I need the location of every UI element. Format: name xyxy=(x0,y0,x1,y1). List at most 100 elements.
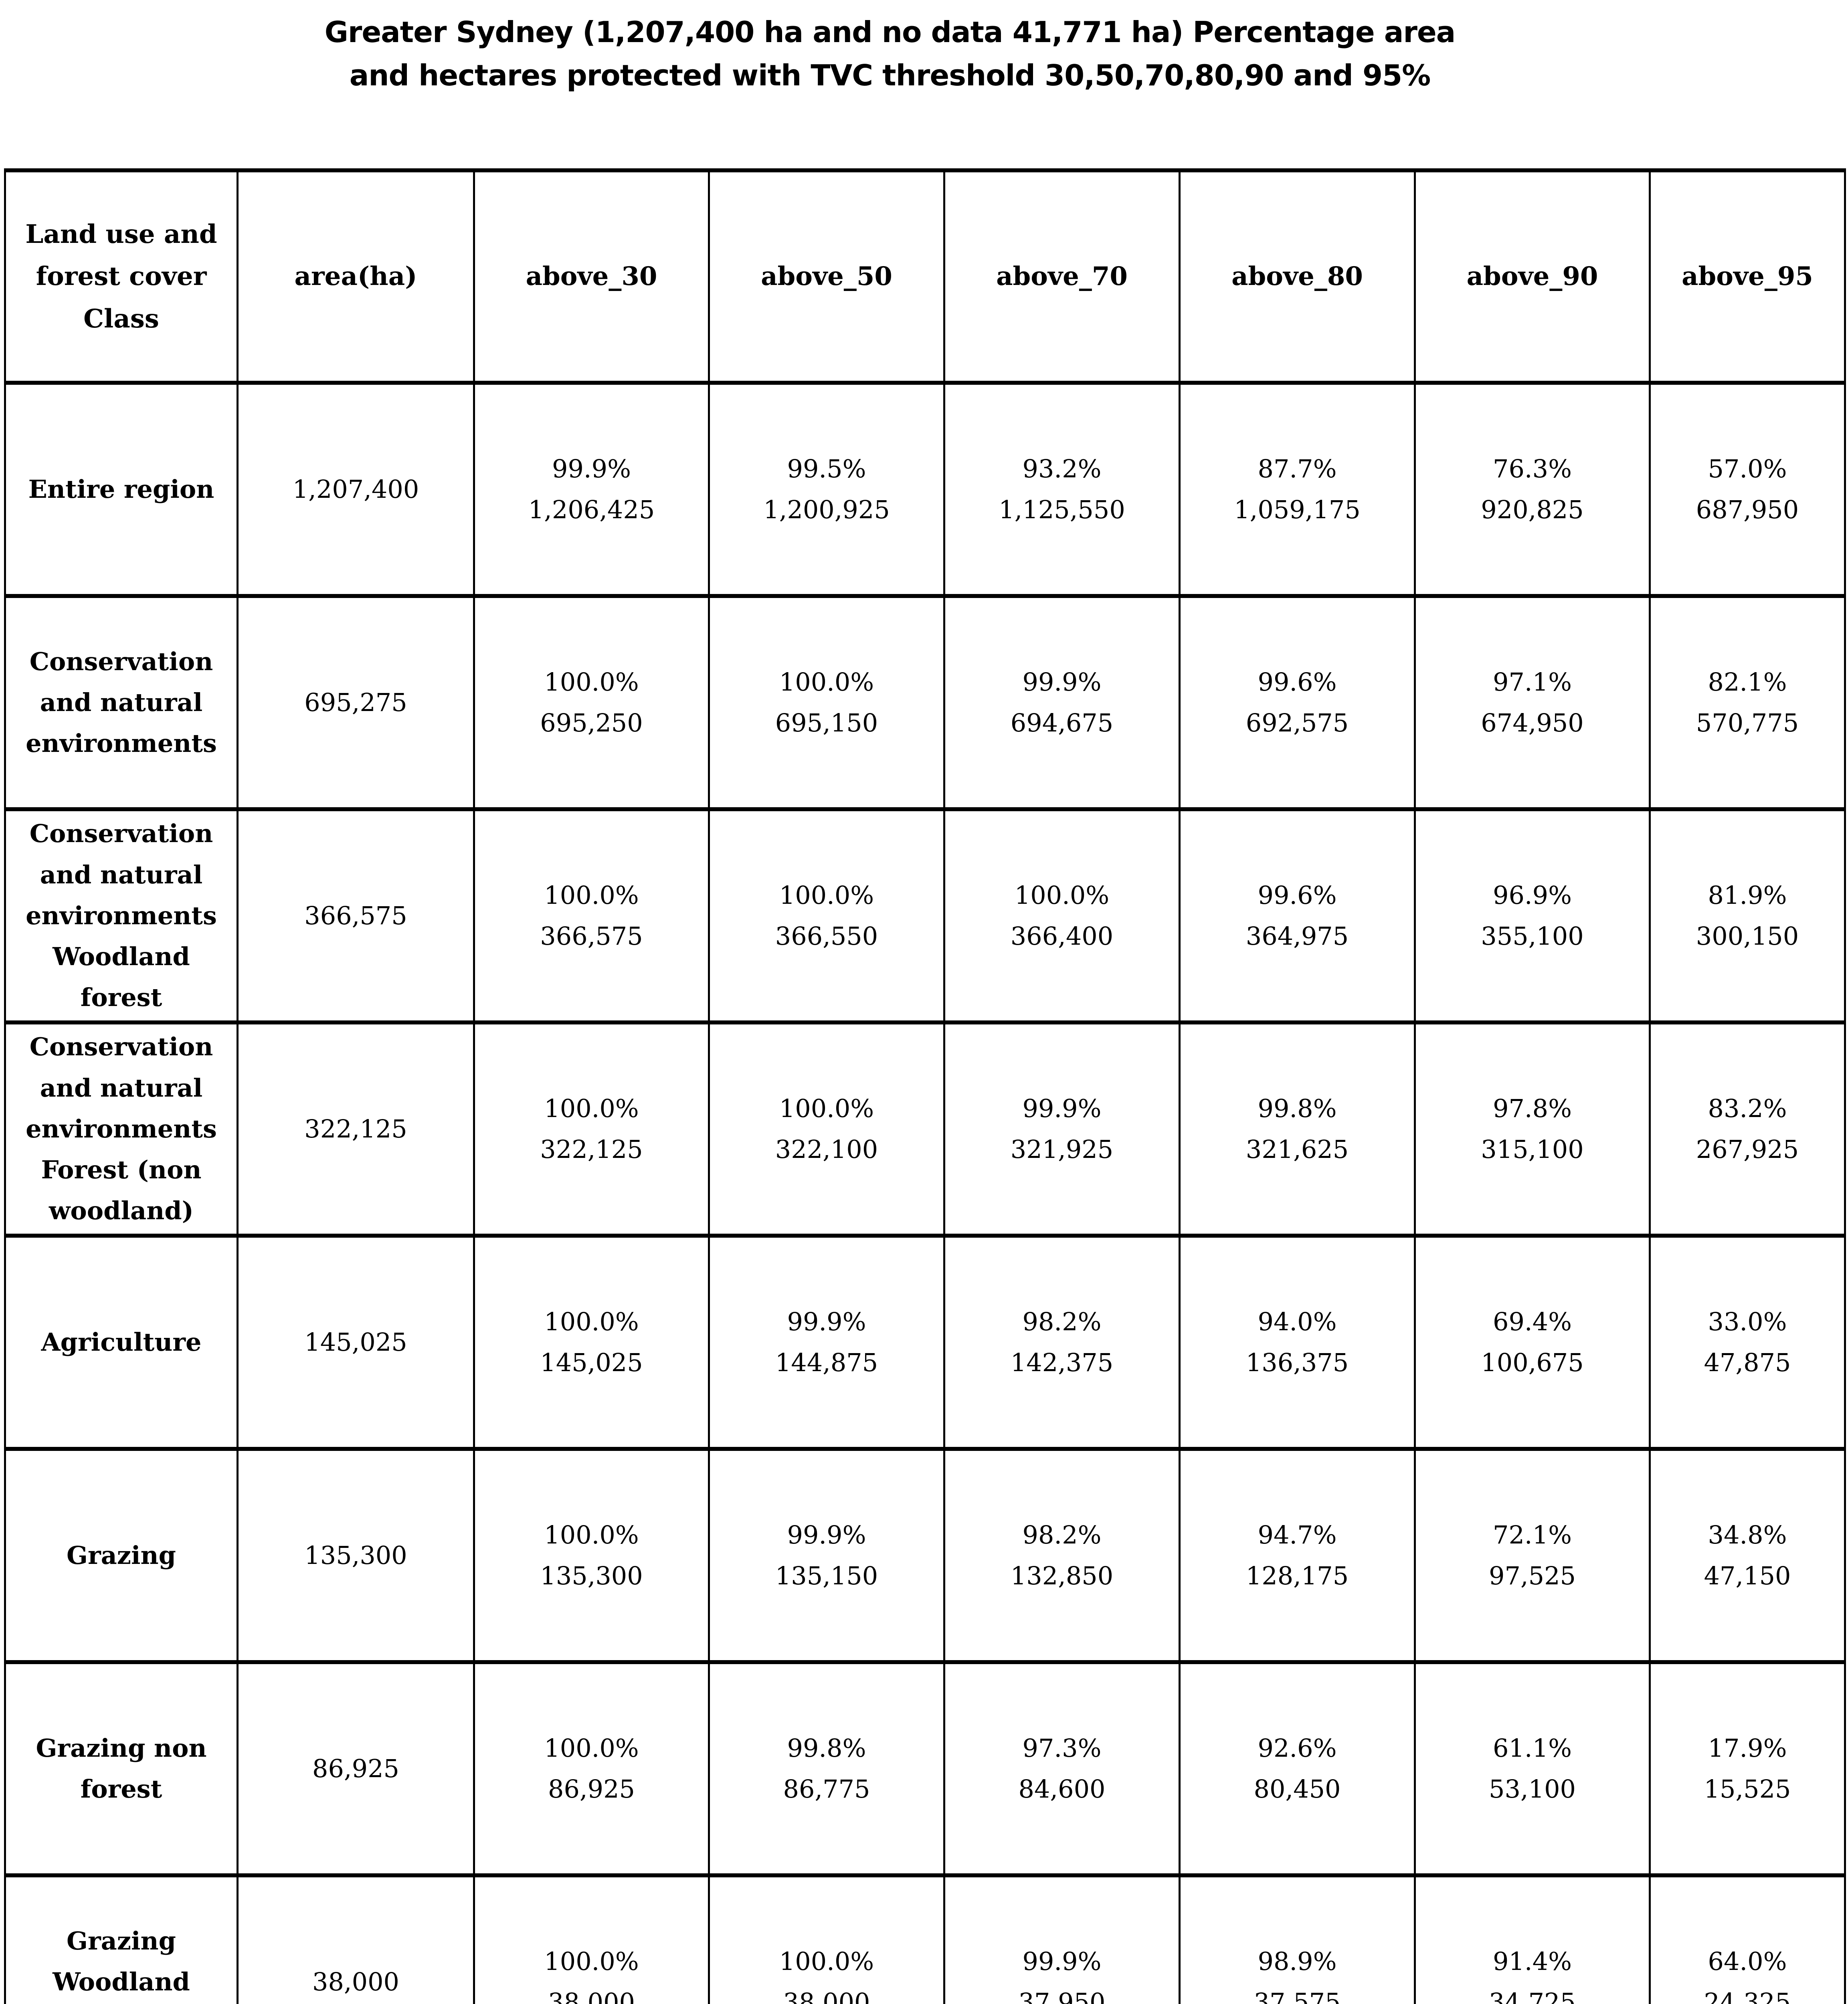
percent-value: 99.9% xyxy=(552,454,631,483)
threshold-cell: 100.0% 322,100 xyxy=(708,1020,945,1238)
threshold-cell: 99.9% 144,875 xyxy=(708,1234,945,1451)
hectares-value: 1,200,925 xyxy=(763,495,890,524)
percent-value: 81.9% xyxy=(1708,880,1787,910)
percent-value: 99.9% xyxy=(1022,1946,1102,1976)
col-header-above-80: above_80 xyxy=(1179,168,1416,385)
percent-value: 93.2% xyxy=(1022,454,1102,483)
col-header-class: Land use and forest cover Class xyxy=(4,168,239,385)
area-cell: 145,025 xyxy=(237,1234,475,1451)
col-header-above-95: above_95 xyxy=(1649,168,1846,385)
hectares-value: 321,625 xyxy=(1245,1135,1349,1164)
area-cell: 366,575 xyxy=(237,807,475,1024)
threshold-cell: 99.8% 321,625 xyxy=(1179,1020,1416,1238)
percent-value: 99.8% xyxy=(1258,1093,1337,1123)
percent-value: 100.0% xyxy=(544,880,639,910)
col-header-above-30: above_30 xyxy=(473,168,710,385)
hectares-value: 300,150 xyxy=(1696,921,1799,951)
threshold-cell: 94.0% 136,375 xyxy=(1179,1234,1416,1451)
threshold-cell: 97.1% 674,950 xyxy=(1414,594,1651,811)
percent-value: 72.1% xyxy=(1493,1520,1572,1549)
row-label: Entire region xyxy=(4,381,239,598)
table-row: Entire region 1,207,400 99.9% 1,206,425 99.5… xyxy=(4,381,1846,598)
threshold-cell: 97.8% 315,100 xyxy=(1414,1020,1651,1238)
threshold-cell: 100.0% 695,150 xyxy=(708,594,945,811)
threshold-cell: 81.9% 300,150 xyxy=(1649,807,1846,1024)
percent-value: 17.9% xyxy=(1708,1733,1787,1763)
threshold-cell: 99.9% 1,206,425 xyxy=(473,381,710,598)
percent-value: 92.6% xyxy=(1258,1733,1337,1763)
percent-value: 87.7% xyxy=(1258,454,1337,483)
row-label: Conservation and natural environments Fo… xyxy=(4,1020,239,1238)
hectares-value: 38,000 xyxy=(783,1988,870,2004)
hectares-value: 80,450 xyxy=(1254,1774,1341,1804)
hectares-value: 920,825 xyxy=(1481,495,1584,524)
hectares-value: 687,950 xyxy=(1696,495,1799,524)
hectares-value: 47,150 xyxy=(1704,1561,1791,1590)
row-label: Conservation and natural environments Wo… xyxy=(4,807,239,1024)
hectares-value: 267,925 xyxy=(1696,1135,1799,1164)
percent-value: 98.2% xyxy=(1022,1520,1102,1549)
threshold-cell: 100.0% 366,575 xyxy=(473,807,710,1024)
percent-value: 100.0% xyxy=(779,880,874,910)
hectares-value: 694,675 xyxy=(1010,708,1114,737)
percent-value: 69.4% xyxy=(1493,1307,1572,1336)
hectares-value: 695,250 xyxy=(540,708,643,737)
threshold-cell: 100.0% 366,400 xyxy=(943,807,1181,1024)
threshold-cell: 99.9% 694,675 xyxy=(943,594,1181,811)
col-header-above-90: above_90 xyxy=(1414,168,1651,385)
threshold-cell: 99.6% 364,975 xyxy=(1179,807,1416,1024)
table-row: Grazing Woodland forest 38,000100.0%38,00… xyxy=(4,1873,1846,2004)
percent-value: 99.9% xyxy=(1022,667,1102,697)
percent-value: 99.9% xyxy=(787,1307,866,1336)
hectares-value: 322,125 xyxy=(540,1135,643,1164)
percent-value: 100.0% xyxy=(544,1520,639,1549)
hectares-value: 100,675 xyxy=(1481,1348,1584,1377)
row-label: Grazing Woodland forest xyxy=(4,1873,239,2004)
threshold-cell: 92.6% 80,450 xyxy=(1179,1660,1416,1877)
threshold-cell: 61.1% 53,100 xyxy=(1414,1660,1651,1877)
threshold-cell: 99.8% 86,775 xyxy=(708,1660,945,1877)
percent-value: 61.1% xyxy=(1493,1733,1572,1763)
threshold-cell: 99.9% 321,925 xyxy=(943,1020,1181,1238)
row-label: Agriculture xyxy=(4,1234,239,1451)
percent-value: 100.0% xyxy=(779,1093,874,1123)
threshold-cell: 98.2% 132,850 xyxy=(943,1447,1181,1664)
hectares-value: 1,059,175 xyxy=(1234,495,1361,524)
hectares-value: 136,375 xyxy=(1245,1348,1349,1377)
percent-value: 94.0% xyxy=(1258,1307,1337,1336)
percent-value: 94.7% xyxy=(1258,1520,1337,1549)
hectares-value: 97,525 xyxy=(1489,1561,1576,1590)
threshold-cell: 72.1% 97,525 xyxy=(1414,1447,1651,1664)
page-title: Greater Sydney (1,207,400 ha and no data… xyxy=(0,10,1780,97)
hectares-value: 366,400 xyxy=(1010,921,1114,951)
hectares-value: 128,175 xyxy=(1245,1561,1349,1590)
percent-value: 64.0% xyxy=(1708,1946,1787,1976)
hectares-value: 53,100 xyxy=(1489,1774,1576,1804)
table-row: Conservation and natural environments 695… xyxy=(4,594,1846,811)
hectares-value: 34,725 xyxy=(1489,1988,1576,2004)
percent-value: 76.3% xyxy=(1493,454,1572,483)
threshold-cell: 87.7% 1,059,175 xyxy=(1179,381,1416,598)
hectares-value: 366,575 xyxy=(540,921,643,951)
col-header-area: area(ha) xyxy=(237,168,475,385)
threshold-cell: 100.0% 135,300 xyxy=(473,1447,710,1664)
threshold-cell: 99.9% 37,950 xyxy=(943,1873,1181,2004)
percent-value: 98.2% xyxy=(1022,1307,1102,1336)
hectares-value: 135,300 xyxy=(540,1561,643,1590)
percent-value: 100.0% xyxy=(544,667,639,697)
area-cell: 322,125 xyxy=(237,1020,475,1238)
title-line-1: Greater Sydney (1,207,400 ha and no data… xyxy=(324,15,1456,49)
hectares-value: 37,950 xyxy=(1018,1988,1106,2004)
percent-value: 99.9% xyxy=(1022,1093,1102,1123)
percent-value: 82.1% xyxy=(1708,667,1787,697)
area-cell: 135,300 xyxy=(237,1447,475,1664)
threshold-cell: 100.0% 38,000 xyxy=(708,1873,945,2004)
threshold-cell: 100.0% 366,550 xyxy=(708,807,945,1024)
hectares-value: 364,975 xyxy=(1245,921,1349,951)
hectares-value: 695,150 xyxy=(775,708,878,737)
threshold-cell: 69.4% 100,675 xyxy=(1414,1234,1651,1451)
percent-value: 97.8% xyxy=(1493,1093,1572,1123)
hectares-value: 132,850 xyxy=(1010,1561,1114,1590)
hectares-value: 145,025 xyxy=(540,1348,643,1377)
threshold-cell: 33.0% 47,875 xyxy=(1649,1234,1846,1451)
